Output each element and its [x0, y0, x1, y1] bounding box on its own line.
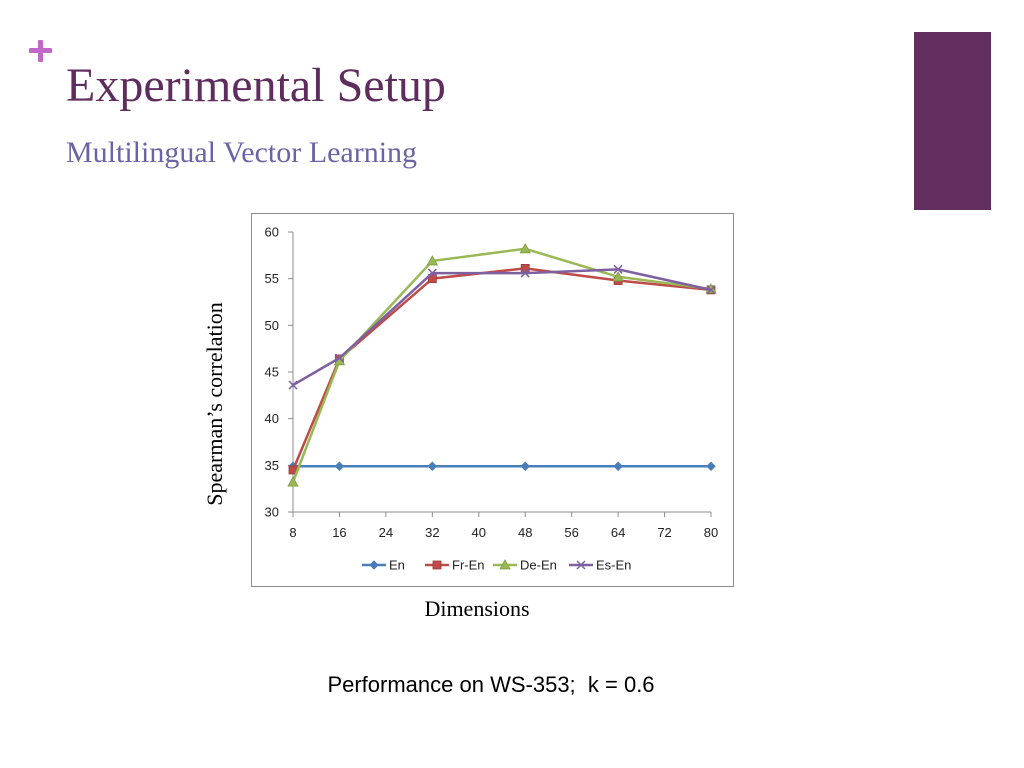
- data-point-en: [706, 461, 716, 472]
- plus-icon: [26, 36, 56, 66]
- slide-caption: Performance on WS-353; k = 0.6: [327, 672, 655, 697]
- data-point-de-en: [519, 242, 531, 254]
- legend-label-es-en: Es-En: [596, 558, 631, 573]
- y-tick-label: 50: [265, 318, 279, 333]
- series-line-fr-en: [291, 267, 712, 471]
- data-point-de-en: [612, 270, 624, 282]
- y-tick-label: 40: [265, 411, 279, 426]
- data-point-en: [613, 461, 623, 472]
- data-point-es-en: [427, 268, 437, 278]
- legend-label-de-en: De-En: [520, 558, 557, 573]
- data-point-es-en: [334, 353, 344, 363]
- legend-marker-en: [369, 560, 379, 570]
- x-tick-label: 16: [332, 525, 346, 540]
- y-tick-label: 45: [265, 365, 279, 380]
- legend-marker-es-en: [576, 560, 586, 570]
- y-tick-label: 55: [265, 271, 279, 286]
- data-point-de-en: [287, 476, 299, 487]
- y-axis-label: Spearman’s correlation: [202, 302, 227, 506]
- legend-label-en: En: [389, 558, 405, 573]
- x-axis-label: Dimensions: [424, 596, 530, 621]
- chart-frame: 30 35 40 45 50 55 60 8 16 24 32 40 48 56 64 72 80 En Fr-En…: [251, 213, 734, 587]
- y-tick-label: 30: [265, 505, 279, 520]
- series-line-es-en: [292, 268, 712, 387]
- x-tick-label: 80: [704, 525, 718, 540]
- data-point-es-en: [288, 380, 298, 390]
- y-tick-label: 60: [265, 225, 279, 240]
- x-tick-label: 8: [289, 525, 296, 540]
- line-chart: 30 35 40 45 50 55 60 8 16 24 32 40 48 56 64 72 80 En Fr-En…: [265, 225, 719, 573]
- y-tick-label: 35: [265, 458, 279, 473]
- legend-marker-fr-en: [432, 560, 442, 570]
- x-tick-label: 32: [425, 525, 439, 540]
- data-point-de-en: [426, 255, 439, 266]
- x-tick-label: 40: [472, 525, 486, 540]
- x-tick-label: 64: [611, 525, 625, 540]
- legend-marker-de-en: [499, 559, 511, 570]
- accent-bar: [914, 32, 991, 210]
- data-point-es-en: [613, 264, 623, 274]
- x-tick-label: 56: [564, 525, 578, 540]
- x-tick-label: 72: [657, 525, 671, 540]
- slide-subtitle: Multilingual Vector Learning: [66, 136, 418, 169]
- data-point-en: [334, 461, 345, 472]
- x-tick-label: 24: [379, 525, 393, 540]
- x-tick-label: 48: [518, 525, 532, 540]
- data-point-es-en: [706, 285, 716, 295]
- series-line-de-en: [291, 247, 712, 483]
- data-point-en: [520, 461, 531, 472]
- data-point-es-en: [520, 268, 530, 278]
- slide-title: Experimental Setup: [66, 59, 446, 112]
- data-point-en: [427, 461, 438, 472]
- legend-label-fr-en: Fr-En: [452, 558, 485, 573]
